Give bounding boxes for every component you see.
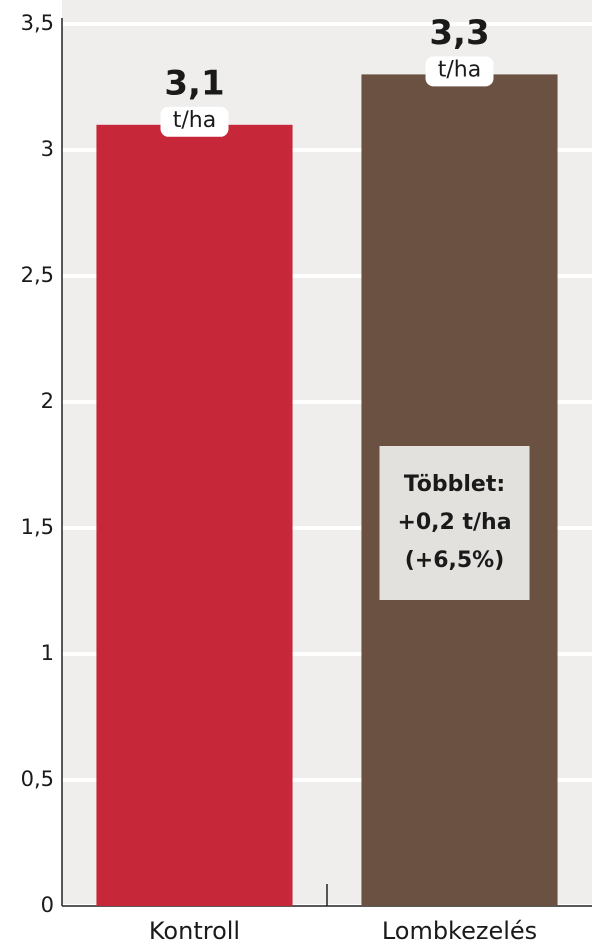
annotation-text: (+6,5%) [405,548,505,573]
value-unit: t/ha [438,57,481,82]
y-tick-label: 3,5 [21,11,54,35]
y-tick-label: 0,5 [21,767,54,791]
value-unit: t/ha [173,108,216,133]
value-label: 3,3 [429,13,489,53]
y-tick-label: 1,5 [21,515,54,539]
annotation-box [379,446,530,600]
y-tick-label: 2,5 [21,263,54,287]
y-tick-label: 2 [41,389,54,413]
x-tick-label: Lombkezelés [382,917,537,945]
value-label: 3,1 [164,63,224,103]
annotation-text: +0,2 t/ha [397,510,511,535]
bar [96,124,293,907]
y-tick-label: 1 [41,641,54,665]
unit-box [425,56,494,87]
x-tick-label: Kontroll [149,917,240,945]
unit-box [160,106,229,137]
y-tick-label: 3 [41,137,54,161]
y-tick-label: 0 [41,893,54,917]
annotation-text: Többlet: [404,472,505,497]
